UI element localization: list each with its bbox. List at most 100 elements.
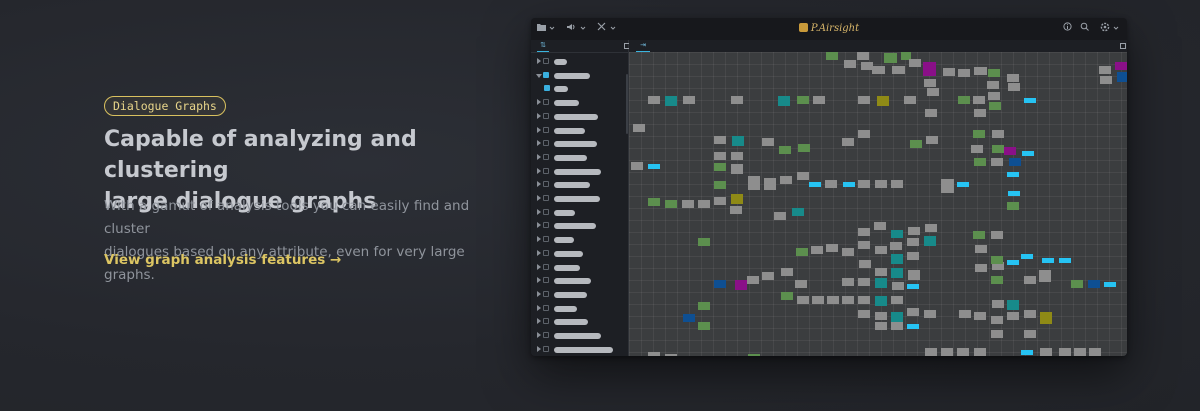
row-checkbox[interactable] — [543, 153, 549, 160]
row-checkbox[interactable] — [543, 249, 549, 256]
search-icon[interactable] — [1080, 22, 1089, 36]
dialogue-node[interactable] — [987, 81, 999, 89]
caret-right-icon[interactable] — [537, 236, 541, 243]
row-checkbox[interactable] — [543, 332, 549, 338]
sidebar-tree-row[interactable] — [531, 329, 628, 342]
dialogue-node[interactable] — [971, 145, 983, 153]
dialogue-node-purple[interactable] — [923, 62, 936, 76]
dialogue-node[interactable] — [648, 352, 660, 356]
dialogue-node-green[interactable] — [884, 53, 897, 63]
dialogue-node-green[interactable] — [698, 322, 710, 330]
dialogue-node[interactable] — [874, 222, 886, 230]
dialogue-node-green[interactable] — [714, 181, 726, 189]
dialogue-node[interactable] — [1007, 312, 1019, 320]
row-checkbox[interactable] — [543, 112, 549, 119]
dialogue-node[interactable] — [875, 246, 887, 254]
caret-right-icon[interactable] — [537, 249, 541, 256]
dialogue-node-selected[interactable] — [1024, 98, 1036, 103]
dialogue-node[interactable] — [842, 248, 854, 256]
dialogue-node[interactable] — [875, 312, 887, 320]
caret-right-icon[interactable] — [537, 222, 541, 229]
sidebar-tree-row[interactable] — [531, 137, 628, 150]
dialogue-node[interactable] — [764, 178, 776, 190]
dialogue-node-green[interactable] — [958, 96, 970, 104]
dialogue-node[interactable] — [813, 96, 825, 104]
dialogue-node[interactable] — [875, 268, 887, 276]
dialogue-node[interactable] — [762, 138, 774, 146]
dialogue-node[interactable] — [683, 96, 695, 104]
dialogue-node[interactable] — [633, 124, 645, 132]
dialogue-node[interactable] — [991, 231, 1003, 239]
dialogue-node[interactable] — [858, 296, 870, 304]
dialogue-node-green[interactable] — [988, 69, 1000, 77]
caret-right-icon[interactable] — [537, 126, 541, 133]
dialogue-node[interactable] — [731, 164, 743, 174]
chevron-down-icon[interactable] — [1113, 22, 1119, 36]
dialogue-node[interactable] — [1059, 348, 1071, 356]
dialogue-node[interactable] — [892, 282, 904, 290]
caret-right-icon[interactable] — [537, 208, 541, 215]
caret-right-icon[interactable] — [537, 332, 541, 338]
folder-icon[interactable] — [537, 22, 546, 36]
dialogue-node-teal[interactable] — [875, 278, 887, 288]
dialogue-node-green[interactable] — [901, 52, 911, 60]
sidebar-tree-row[interactable] — [531, 288, 628, 301]
caret-right-icon[interactable] — [537, 153, 541, 160]
dialogue-node-green[interactable] — [973, 130, 985, 138]
caret-right-icon[interactable] — [537, 263, 541, 270]
dialogue-node[interactable] — [1040, 348, 1052, 356]
caret-right-icon[interactable] — [537, 58, 541, 64]
dialogue-node[interactable] — [748, 176, 760, 190]
dialogue-node[interactable] — [943, 68, 955, 76]
tools-icon[interactable] — [597, 22, 606, 36]
sidebar-tree-row[interactable] — [531, 178, 628, 191]
dialogue-node[interactable] — [1024, 310, 1036, 318]
dialogue-node-blue[interactable] — [714, 280, 726, 288]
dialogue-node-olive[interactable] — [731, 194, 743, 204]
sidebar-tree-row[interactable] — [531, 110, 628, 123]
chevron-down-icon[interactable] — [580, 22, 586, 36]
dialogue-node[interactable] — [842, 138, 854, 146]
dialogue-node[interactable] — [1007, 74, 1019, 82]
dialogue-node-selected[interactable] — [1059, 258, 1071, 263]
dialogue-node[interactable] — [974, 348, 986, 356]
row-checkbox[interactable] — [543, 181, 549, 188]
row-checkbox[interactable] — [543, 208, 549, 215]
dialogue-node-selected[interactable] — [907, 324, 919, 329]
dialogue-node[interactable] — [731, 96, 743, 104]
dialogue-node-teal[interactable] — [891, 230, 903, 238]
dialogue-node-teal[interactable] — [792, 208, 804, 216]
dialogue-node[interactable] — [844, 60, 856, 68]
dialogue-node[interactable] — [992, 130, 1004, 138]
dialogue-node[interactable] — [858, 180, 870, 188]
row-checkbox[interactable] — [543, 318, 549, 325]
dialogue-node-selected[interactable] — [1104, 282, 1116, 287]
dialogue-node[interactable] — [797, 296, 809, 304]
dialogue-node[interactable] — [992, 262, 1004, 270]
info-icon[interactable] — [1063, 22, 1072, 36]
row-checkbox[interactable] — [543, 167, 549, 174]
dialogue-node-teal[interactable] — [891, 254, 903, 264]
sidebar-tab-tree-icon[interactable]: ⇅ — [537, 41, 549, 52]
sidebar-tree-row[interactable] — [531, 55, 628, 68]
dialogue-node[interactable] — [1099, 66, 1111, 74]
dialogue-node[interactable] — [925, 348, 937, 356]
dialogue-node[interactable] — [858, 310, 870, 318]
dialogue-node[interactable] — [892, 66, 905, 74]
row-checkbox[interactable] — [543, 290, 549, 297]
speaker-icon[interactable] — [567, 22, 576, 36]
view-graph-analysis-link[interactable]: View graph analysis features → — [104, 252, 342, 268]
row-checkbox[interactable] — [543, 71, 549, 78]
dialogue-node[interactable] — [992, 300, 1004, 308]
dialogue-node[interactable] — [1024, 276, 1036, 284]
dialogue-node[interactable] — [958, 69, 970, 77]
dialogue-node-green[interactable] — [974, 158, 986, 166]
dialogue-node-selected[interactable] — [1007, 172, 1019, 177]
row-checkbox[interactable] — [543, 263, 549, 270]
dialogue-node-selected[interactable] — [957, 182, 969, 187]
caret-right-icon[interactable] — [537, 290, 541, 297]
dialogue-node[interactable] — [924, 310, 936, 318]
sidebar-tree-row[interactable] — [531, 124, 628, 137]
sidebar-tree-row[interactable] — [531, 261, 628, 274]
dialogue-node-selected[interactable] — [1007, 260, 1019, 265]
